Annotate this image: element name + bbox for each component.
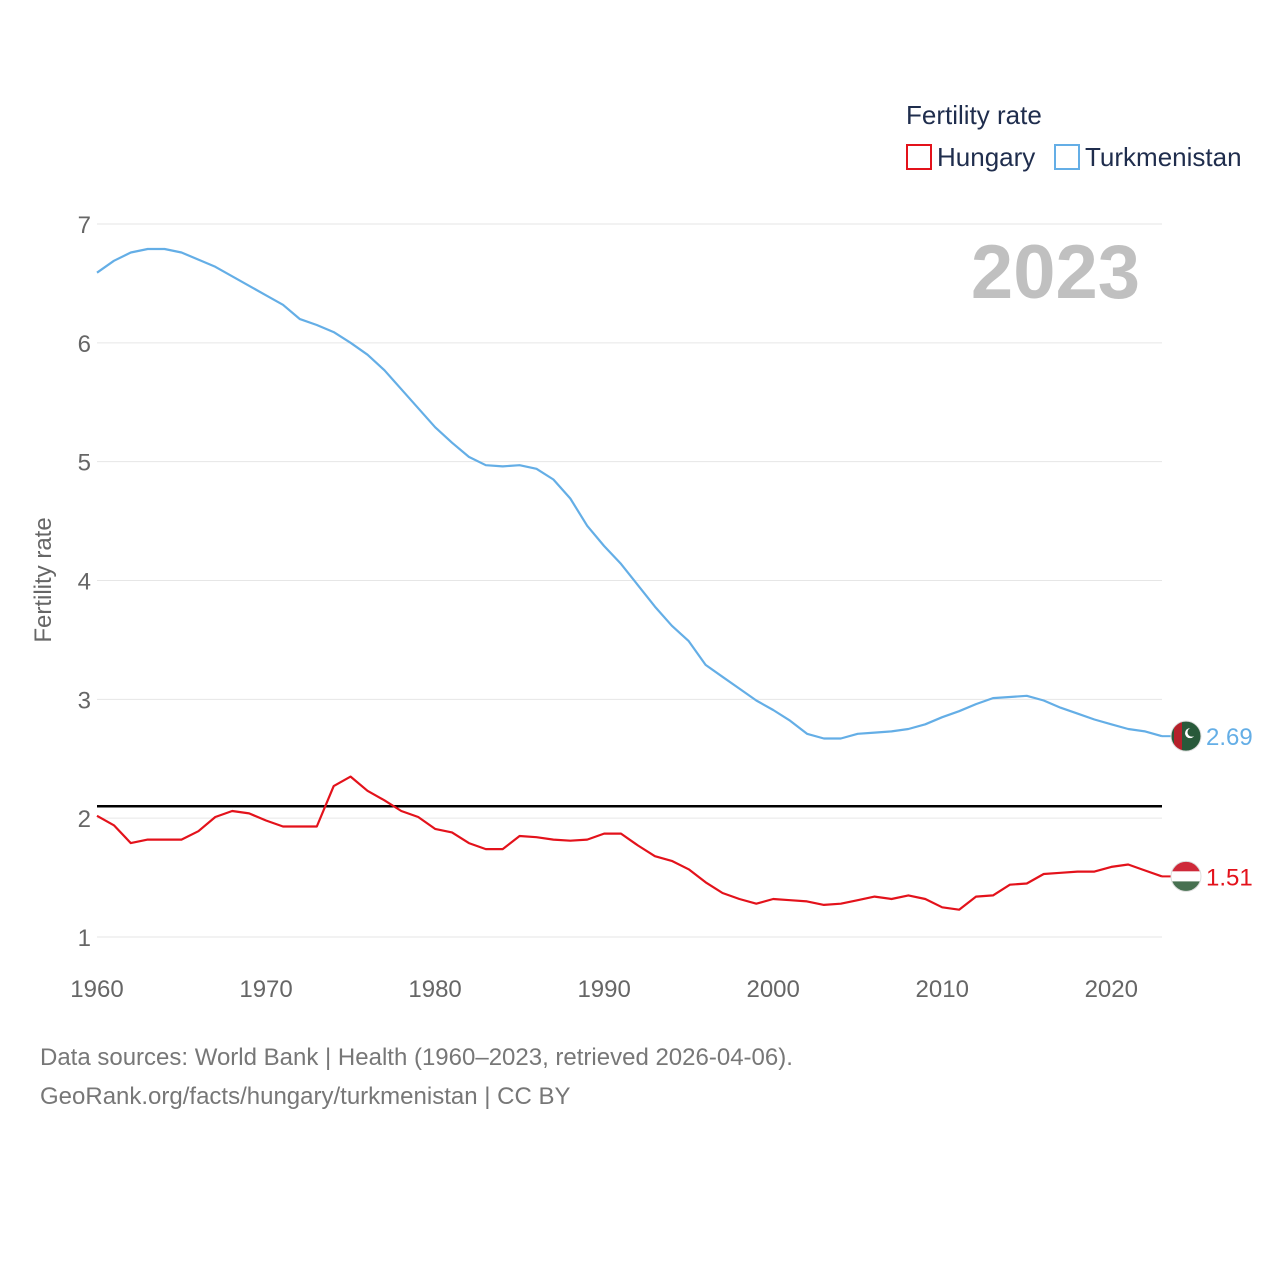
- hungary-flag-icon: [1170, 860, 1202, 892]
- y-tick-label: 7: [78, 212, 91, 239]
- series-line-turkmenistan[interactable]: [96, 247, 1163, 740]
- x-axis-ticks: 1960 1970 1980 1990 2000 2010 2020: [70, 976, 1138, 1003]
- legend: Fertility rate Hungary Turkmenistan: [906, 100, 1242, 172]
- grid-lines: [97, 223, 1162, 938]
- footer-data-sources: Data sources: World Bank | Health (1960–…: [40, 1044, 793, 1071]
- footer-attribution: GeoRank.org/facts/hungary/turkmenistan |…: [40, 1083, 571, 1110]
- x-tick-label: 1980: [408, 976, 461, 1003]
- series-line-hungary[interactable]: [96, 775, 1163, 911]
- year-label: 2023: [971, 230, 1140, 315]
- y-tick-label: 4: [78, 569, 91, 596]
- end-markers: 1.51 2.69: [1162, 720, 1253, 892]
- x-tick-label: 1970: [239, 976, 292, 1003]
- legend-swatch-hungary: [906, 144, 932, 170]
- y-tick-label: 3: [78, 687, 91, 714]
- x-tick-label: 1960: [70, 976, 123, 1003]
- turkmenistan-flag-icon: [1170, 720, 1202, 752]
- legend-item-turkmenistan[interactable]: Turkmenistan: [1054, 142, 1242, 172]
- x-tick-label: 1990: [577, 976, 630, 1003]
- y-tick-label: 6: [78, 331, 91, 358]
- series-lines: [96, 247, 1163, 911]
- end-value-label-turkmenistan: 2.69: [1206, 724, 1253, 751]
- y-tick-label: 2: [78, 806, 91, 833]
- x-tick-label: 2020: [1085, 976, 1138, 1003]
- y-axis-title: Fertility rate: [30, 517, 57, 642]
- end-value-label-hungary: 1.51: [1206, 864, 1253, 891]
- x-tick-label: 2010: [916, 976, 969, 1003]
- y-axis-ticks: 1 2 3 4 5 6 7: [78, 212, 91, 952]
- legend-title: Fertility rate: [906, 100, 1042, 130]
- legend-swatch-turkmenistan: [1054, 144, 1080, 170]
- y-tick-label: 5: [78, 450, 91, 477]
- y-tick-label: 1: [78, 925, 91, 952]
- legend-label-turkmenistan: Turkmenistan: [1085, 142, 1242, 172]
- legend-item-hungary[interactable]: Hungary: [906, 142, 1035, 172]
- legend-label-hungary: Hungary: [937, 142, 1035, 172]
- x-tick-label: 2000: [746, 976, 799, 1003]
